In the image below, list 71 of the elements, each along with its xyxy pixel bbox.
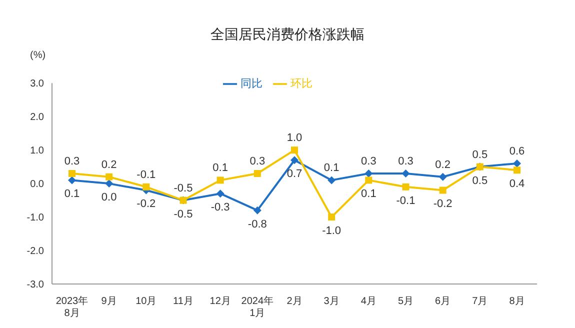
y-tick-label: -1.0 xyxy=(26,212,44,224)
data-label: -0.8 xyxy=(248,218,267,230)
data-label: -0.5 xyxy=(174,208,193,220)
point xyxy=(68,170,76,177)
x-tick-label: 9月 xyxy=(101,296,117,307)
data-label: 0.2 xyxy=(435,158,450,171)
x-tick-label: 2月 xyxy=(286,296,302,307)
data-label: 0.1 xyxy=(212,162,228,174)
point xyxy=(402,170,410,178)
data-label: 0.3 xyxy=(64,156,80,168)
x-tick-label: 11月 xyxy=(173,296,194,307)
data-label: 0.1 xyxy=(64,188,80,200)
y-tick-label: 2.0 xyxy=(30,112,44,124)
data-label: 0.3 xyxy=(361,156,376,168)
data-label: -1.0 xyxy=(322,225,342,238)
point xyxy=(290,156,298,164)
point xyxy=(328,214,336,221)
point xyxy=(439,186,446,194)
y-axis-title: (%) xyxy=(30,50,46,61)
y-tick-label: -3.0 xyxy=(26,280,44,291)
data-label: -0.3 xyxy=(210,202,230,214)
data-label: 1.0 xyxy=(286,132,302,144)
x-tick-label: 2023年 8月 xyxy=(56,295,88,319)
y-tick-label: 1.0 xyxy=(30,146,44,157)
point xyxy=(513,159,521,168)
data-label: 0.7 xyxy=(286,168,302,180)
point xyxy=(438,172,447,181)
point xyxy=(364,170,373,178)
x-tick-label: 6月 xyxy=(435,296,451,307)
x-tick-label: 7月 xyxy=(472,296,488,307)
data-label: 0.1 xyxy=(324,162,340,174)
x-tick-label: 3月 xyxy=(324,296,340,307)
x-tick-label: 4月 xyxy=(360,296,376,307)
chart-title: 全国居民消费价格涨跌幅 xyxy=(210,26,366,44)
y-tick-label: 3.0 xyxy=(30,78,44,90)
data-label: 0.0 xyxy=(101,192,117,204)
data-label: -0.2 xyxy=(433,198,452,210)
point xyxy=(254,170,261,177)
point xyxy=(106,173,113,180)
x-tick-label: 5月 xyxy=(398,296,414,307)
data-label: 0.1 xyxy=(361,188,376,200)
point xyxy=(142,183,150,190)
point xyxy=(253,206,262,214)
point xyxy=(68,176,76,184)
point xyxy=(365,176,372,184)
point xyxy=(402,183,410,190)
y-tick-label: 0.0 xyxy=(30,179,44,190)
data-label: -0.1 xyxy=(396,194,416,207)
point xyxy=(216,176,224,184)
legend-label: 同比 xyxy=(240,78,262,90)
data-label: 0.6 xyxy=(509,145,525,158)
x-tick-label: 12月 xyxy=(210,296,231,307)
data-label: 0.2 xyxy=(101,158,117,171)
x-tick-label: 10月 xyxy=(136,296,157,307)
x-tick-label: 2024年 1月 xyxy=(241,295,274,319)
data-label: 0.4 xyxy=(509,178,525,190)
legend-label: 环比 xyxy=(290,78,312,90)
point xyxy=(105,180,114,188)
data-label: -0.5 xyxy=(174,182,193,194)
data-label: -0.2 xyxy=(136,198,156,210)
x-tick-label: 8月 xyxy=(509,296,525,307)
point xyxy=(328,176,336,184)
data-label: 0.3 xyxy=(250,156,266,168)
data-label: 0.5 xyxy=(472,174,488,187)
y-tick-label: -2.0 xyxy=(26,246,44,258)
data-label: 0.5 xyxy=(472,148,488,161)
point xyxy=(216,190,224,198)
point xyxy=(514,166,520,174)
data-label: -0.1 xyxy=(136,168,156,181)
point xyxy=(291,146,298,154)
data-label: 0.3 xyxy=(398,156,414,168)
